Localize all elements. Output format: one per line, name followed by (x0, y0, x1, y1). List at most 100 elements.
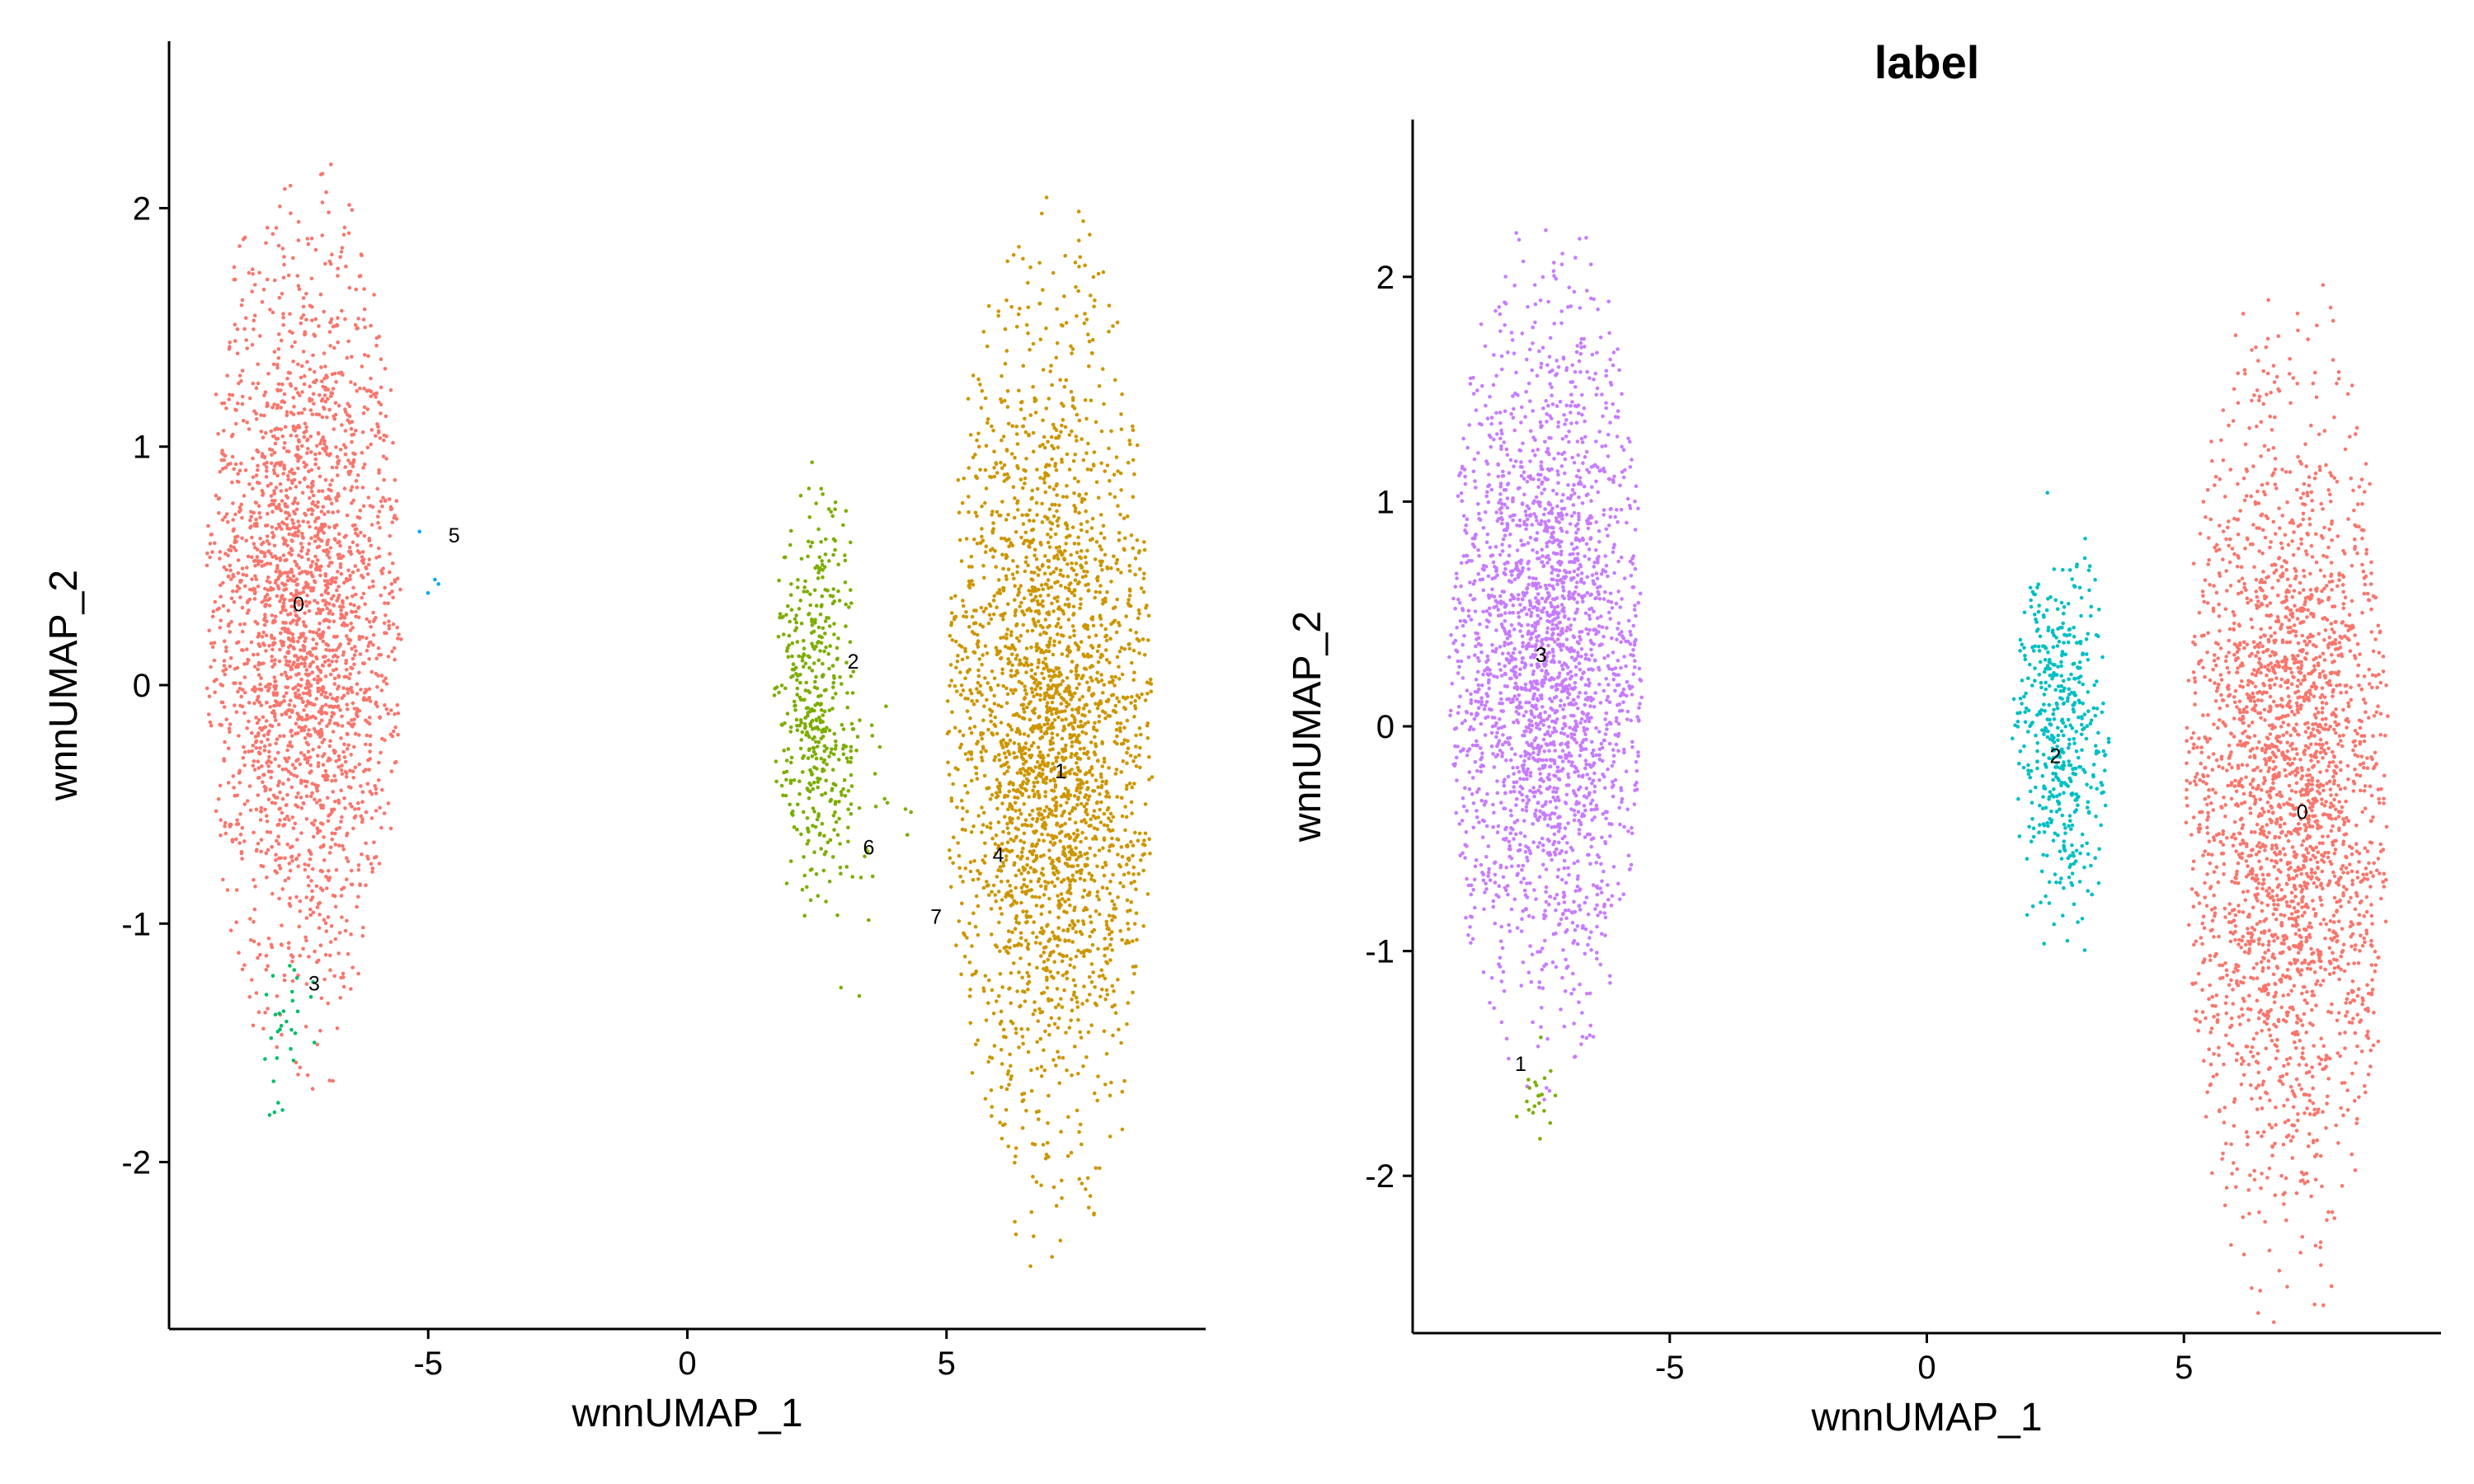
data-point (269, 760, 273, 764)
data-point (273, 757, 278, 762)
data-point (1062, 384, 1067, 389)
data-point (1074, 930, 1079, 934)
data-point (1075, 803, 1079, 807)
data-point (986, 1001, 990, 1005)
data-point (1068, 817, 1072, 821)
data-point (310, 501, 315, 506)
data-point (975, 698, 980, 703)
data-point (820, 792, 824, 797)
data-point (285, 488, 289, 492)
data-point (387, 627, 392, 631)
data-point (260, 559, 264, 564)
data-point (1026, 1027, 1030, 1031)
data-point (323, 618, 328, 622)
data-point (335, 634, 339, 639)
data-point (1065, 562, 1070, 566)
data-point (387, 623, 392, 628)
data-point (1080, 730, 1084, 735)
data-point (1092, 1213, 1096, 1217)
data-point (360, 800, 365, 804)
data-point (343, 317, 347, 322)
data-point (992, 676, 997, 681)
data-point (976, 668, 981, 673)
data-point (237, 586, 242, 591)
data-point (358, 883, 362, 888)
data-point (1136, 838, 1141, 843)
data-point (1061, 1055, 1065, 1060)
data-point (857, 993, 862, 998)
data-point (1015, 989, 1019, 993)
data-point (351, 498, 356, 503)
data-point (1126, 871, 1131, 876)
data-point (277, 856, 281, 861)
data-point (1037, 567, 1042, 572)
data-point (1089, 617, 1094, 621)
data-point (294, 577, 299, 581)
data-point (796, 674, 800, 678)
data-point (1013, 1161, 1017, 1165)
data-point (974, 608, 978, 613)
data-point (308, 524, 312, 529)
data-point (290, 331, 294, 336)
data-point (279, 508, 284, 513)
data-point (1099, 461, 1103, 466)
data-point (1120, 392, 1124, 397)
data-point (1013, 584, 1017, 588)
data-point (1149, 689, 1154, 693)
data-point (1106, 713, 1111, 718)
data-point (961, 733, 966, 738)
data-point (1041, 562, 1045, 567)
data-point (327, 626, 332, 630)
data-point (1050, 700, 1055, 705)
data-point (289, 345, 294, 349)
data-point (303, 862, 308, 866)
data-point (1047, 463, 1051, 467)
data-point (371, 643, 375, 647)
data-point (340, 308, 344, 313)
data-point (1004, 854, 1009, 858)
data-point (1033, 411, 1038, 415)
data-point (350, 769, 355, 773)
data-point (270, 530, 275, 535)
data-point (984, 1018, 989, 1022)
data-point (226, 553, 230, 557)
data-point (809, 770, 813, 774)
data-point (1051, 669, 1056, 674)
data-point (1133, 707, 1138, 711)
data-point (849, 784, 854, 788)
data-point (280, 608, 285, 612)
data-point (1101, 367, 1105, 371)
data-point (833, 747, 838, 751)
data-point (1001, 1035, 1006, 1039)
data-point (309, 536, 313, 540)
data-point (381, 495, 385, 500)
data-point (315, 505, 320, 510)
data-point (1018, 584, 1023, 588)
data-point (370, 870, 374, 874)
data-point (1098, 994, 1103, 999)
data-point (316, 430, 321, 435)
data-point (267, 754, 271, 759)
data-point (233, 407, 238, 412)
data-point (272, 489, 276, 493)
data-point (824, 899, 828, 904)
data-point (1051, 858, 1055, 863)
data-point (259, 430, 264, 434)
data-point (1063, 548, 1067, 553)
data-point (833, 507, 837, 511)
data-point (308, 571, 313, 575)
data-point (287, 637, 291, 641)
data-point (336, 403, 341, 408)
data-point (238, 595, 242, 599)
data-point (1009, 1074, 1014, 1078)
data-point (830, 594, 835, 599)
data-point (346, 951, 350, 956)
data-point (1003, 361, 1008, 366)
data-point (992, 702, 997, 706)
data-point (1100, 779, 1105, 784)
data-point (273, 580, 278, 585)
data-point (350, 570, 355, 575)
data-point (1041, 599, 1045, 603)
data-point (828, 799, 832, 804)
data-point (306, 508, 311, 512)
